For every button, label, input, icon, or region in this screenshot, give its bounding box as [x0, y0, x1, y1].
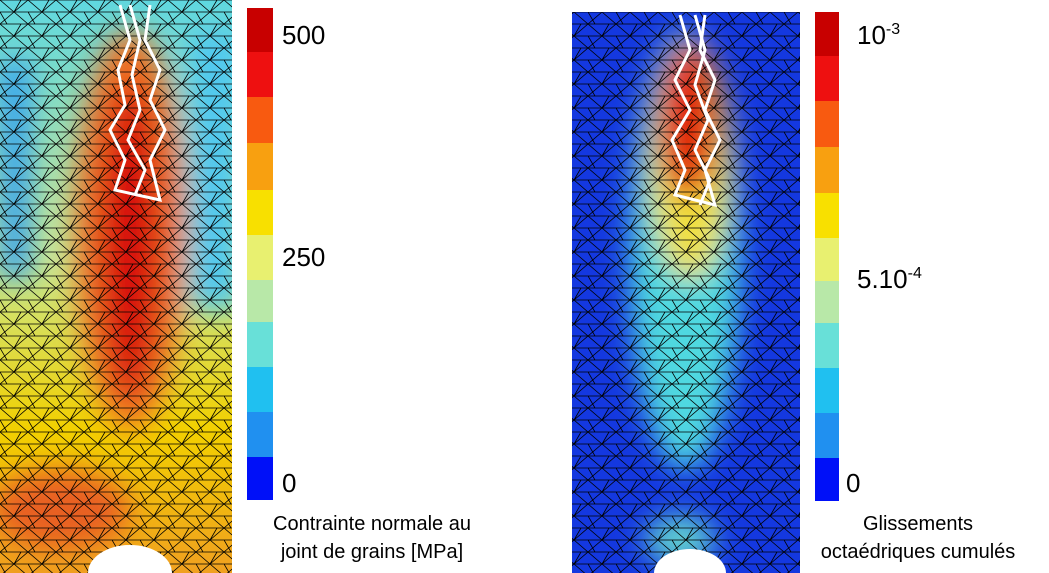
- colorbar-right: [815, 12, 839, 501]
- colorbar-label: 10-3: [857, 20, 900, 50]
- slip-map: [572, 12, 800, 573]
- colorbar-label: 0: [282, 468, 296, 498]
- label-exponent: -3: [886, 21, 900, 38]
- colorbar-label: 0: [846, 468, 860, 498]
- colorbar-label: 250: [282, 242, 325, 272]
- caption: octaédriques cumulés: [821, 541, 1016, 563]
- colorbar-left: [247, 8, 273, 500]
- caption: Glissements: [863, 513, 973, 535]
- colorbar-label: 500: [282, 20, 325, 50]
- caption: joint de grains [MPa]: [280, 541, 463, 563]
- label-base: 10: [857, 20, 886, 50]
- stress-map: [0, 0, 232, 573]
- caption: Contrainte normale au: [273, 513, 471, 535]
- colorbar-label: 5.10-4: [857, 264, 922, 294]
- label-exponent: -4: [908, 265, 922, 282]
- label-base: 5.10: [857, 264, 908, 294]
